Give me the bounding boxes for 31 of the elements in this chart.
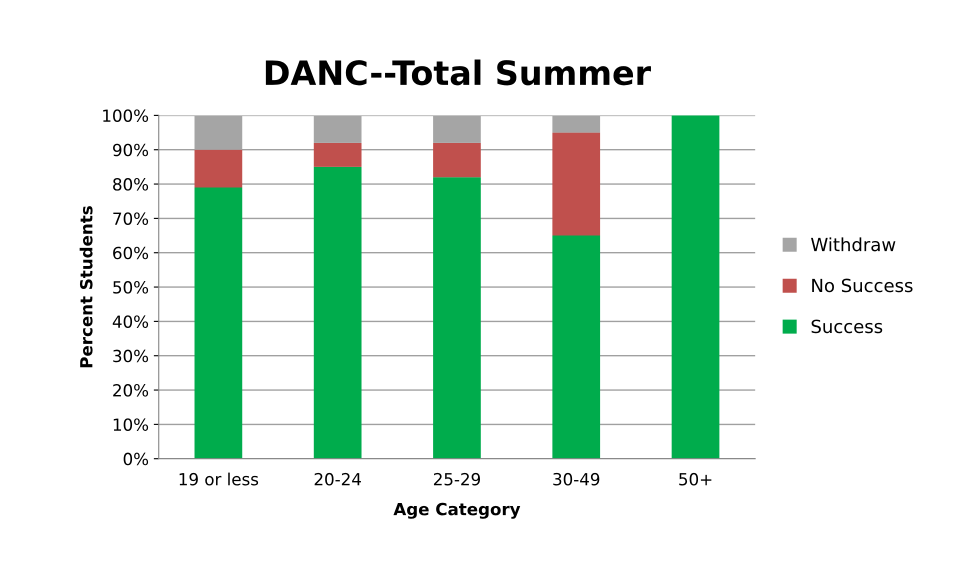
x-tick-label: 20-24 bbox=[314, 472, 361, 486]
x-tick-label: 19 or less bbox=[180, 472, 258, 486]
y-tick-label: 30% bbox=[113, 350, 148, 362]
legend-label: No Success bbox=[812, 278, 913, 292]
y-tick-label: 40% bbox=[112, 315, 148, 328]
bar bbox=[194, 187, 242, 459]
bar bbox=[314, 166, 362, 459]
legend-label: Withdraw bbox=[811, 237, 896, 252]
y-tick-label: 50% bbox=[113, 281, 148, 294]
y-tick-label: 0% bbox=[124, 452, 148, 466]
y-tick-label: 60% bbox=[113, 246, 148, 260]
bar bbox=[433, 142, 481, 178]
bar bbox=[672, 115, 720, 459]
y-tick-label: 100% bbox=[103, 109, 148, 122]
y-tick-label: 70% bbox=[113, 212, 148, 225]
chart-title: DANC--Total Summer bbox=[266, 60, 651, 86]
y-tick-label: 80% bbox=[113, 178, 148, 191]
y-tick-label: 10% bbox=[114, 418, 148, 431]
y-tick-label: 20% bbox=[113, 384, 148, 397]
x-axis-title: Age Category bbox=[393, 502, 520, 519]
y-axis-title: Percent Students bbox=[80, 206, 93, 368]
bar bbox=[433, 177, 481, 459]
x-tick-label: 50+ bbox=[679, 472, 712, 486]
bar bbox=[552, 132, 600, 236]
legend-label: Success bbox=[812, 320, 882, 334]
bar bbox=[314, 142, 362, 167]
x-tick-label: 25-29 bbox=[434, 472, 480, 486]
x-tick-label: 30-49 bbox=[553, 472, 600, 486]
bar bbox=[194, 150, 242, 188]
y-tick-label: 90% bbox=[113, 144, 148, 156]
bar bbox=[552, 236, 600, 459]
